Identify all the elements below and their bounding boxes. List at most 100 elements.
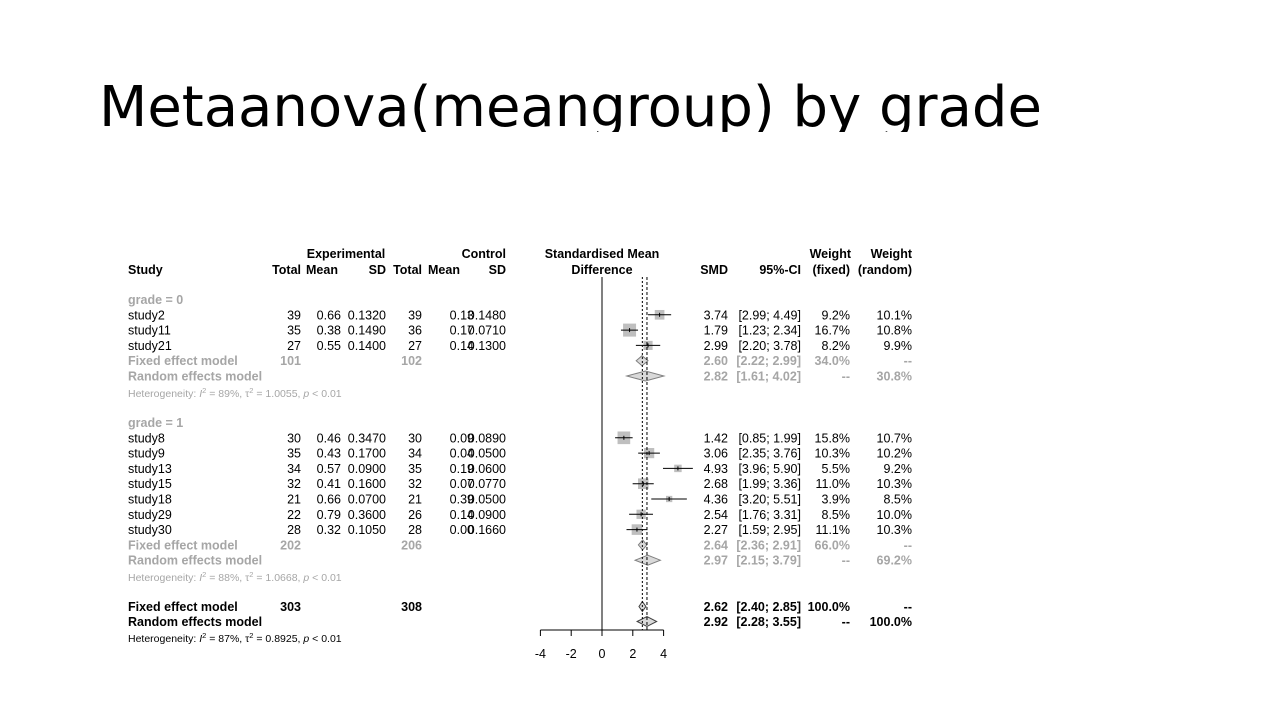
random-model-weight-random: 30.8%	[877, 370, 912, 384]
smd-value: 4.93	[704, 462, 728, 476]
ci-value: [1.99; 3.36]	[738, 477, 801, 491]
n-control: 27	[408, 339, 422, 353]
n-control: 35	[408, 462, 422, 476]
sd-experimental: 0.1490	[348, 324, 386, 338]
fixed-model-label: Fixed effect model	[128, 538, 238, 552]
heterogeneity-text: Heterogeneity: I2 = 89%, τ2 = 1.0055, p …	[128, 385, 342, 400]
mean-experimental: 0.41	[317, 477, 341, 491]
random-model-label: Random effects model	[128, 370, 262, 384]
mean-control: 0.13	[450, 308, 474, 322]
mean-control: 0.39	[450, 493, 474, 507]
smd-value: 4.36	[704, 493, 728, 507]
smd-value: 2.99	[704, 339, 728, 353]
overall-random-model-weight-random: 100.0%	[870, 615, 912, 629]
weight-random: 10.3%	[877, 477, 912, 491]
random-model-ci: [2.15; 3.79]	[736, 554, 801, 568]
overall-fixed-model-weight-random: --	[904, 600, 912, 614]
overall-fixed-model-ci: [2.40; 2.85]	[736, 600, 801, 614]
mean-experimental: 0.66	[317, 493, 341, 507]
fixed-model-n-control: 102	[401, 354, 422, 368]
sd-control: 0.0890	[468, 431, 506, 445]
n-control: 39	[408, 308, 422, 322]
ci-value: [2.99; 4.49]	[738, 308, 801, 322]
study-name: study11	[128, 324, 171, 338]
weight-random: 10.0%	[877, 508, 912, 522]
overall-random-model-ci: [2.28; 3.55]	[736, 615, 801, 629]
subgroup-label: grade = 0	[128, 293, 183, 307]
header-fixed: (fixed)	[813, 263, 851, 277]
n-control: 26	[408, 508, 422, 522]
sd-experimental: 0.1320	[348, 308, 386, 322]
header-weight-fixed: Weight	[810, 247, 852, 261]
mean-experimental: 0.46	[317, 431, 341, 445]
mean-control: 0.14	[450, 508, 474, 522]
fixed-model-diamond	[635, 355, 649, 367]
weight-fixed: 11.1%	[815, 523, 850, 537]
study-name: study18	[128, 493, 172, 507]
fixed-model-smd: 2.60	[704, 354, 728, 368]
ci-value: [1.23; 2.34]	[738, 324, 801, 338]
subgroup-label: grade = 1	[128, 416, 183, 430]
header-weight-random: Weight	[871, 247, 913, 261]
weight-fixed: 10.3%	[815, 447, 850, 461]
fixed-model-label: Fixed effect model	[128, 354, 238, 368]
weight-random: 10.2%	[877, 447, 912, 461]
random-model-label: Random effects model	[128, 554, 262, 568]
fixed-model-ci: [2.36; 2.91]	[736, 538, 801, 552]
sd-control: 0.0500	[468, 493, 506, 507]
header-study: Study	[128, 263, 163, 277]
study-name: study2	[128, 308, 165, 322]
fixed-model-n-control: 206	[401, 538, 422, 552]
header-random: (random)	[858, 263, 912, 277]
n-control: 28	[408, 523, 422, 537]
smd-value: 1.79	[704, 324, 728, 338]
ci-value: [1.59; 2.95]	[738, 523, 801, 537]
header-mean-e: Mean	[306, 263, 338, 277]
sd-control: 0.0600	[468, 462, 506, 476]
n-experimental: 32	[287, 477, 301, 491]
fixed-model-ci: [2.22; 2.99]	[736, 354, 801, 368]
weight-fixed: 8.2%	[822, 339, 851, 353]
sd-control: 0.1300	[468, 339, 506, 353]
sd-control: 0.1480	[468, 308, 506, 322]
sd-experimental: 0.3470	[348, 431, 386, 445]
mean-control: 0.09	[450, 431, 474, 445]
n-experimental: 30	[287, 431, 301, 445]
random-model-ci: [1.61; 4.02]	[736, 370, 801, 384]
weight-fixed: 3.9%	[822, 493, 851, 507]
random-model-weight-fixed: --	[842, 370, 850, 384]
weight-random: 10.8%	[877, 324, 912, 338]
header-smd-line2: Difference	[571, 263, 632, 277]
ci-value: [2.35; 3.76]	[738, 447, 801, 461]
header-mean-c: Mean	[428, 263, 460, 277]
study-name: study9	[128, 447, 165, 461]
sd-control: 0.1660	[468, 523, 506, 537]
x-axis-tick-label: -2	[566, 647, 577, 661]
study-name: study8	[128, 431, 165, 445]
random-model-diamond	[624, 370, 666, 382]
mean-control: 0.04	[450, 447, 474, 461]
fixed-model-smd: 2.64	[704, 538, 728, 552]
heterogeneity-text: Heterogeneity: I2 = 88%, τ2 = 1.0668, p …	[128, 570, 342, 585]
sd-experimental: 0.1700	[348, 447, 386, 461]
x-axis-tick-label: 2	[629, 647, 636, 661]
weight-fixed: 15.8%	[815, 431, 850, 445]
fixed-model-weight-fixed: 66.0%	[815, 538, 850, 552]
mean-experimental: 0.66	[317, 308, 341, 322]
mean-control: 0.14	[450, 339, 474, 353]
header-smd-line1: Standardised Mean	[545, 247, 660, 261]
header-total-e: Total	[272, 263, 301, 277]
mean-control: 0.19	[450, 462, 474, 476]
overall-fixed-model-label: Fixed effect model	[128, 600, 238, 614]
weight-fixed: 9.2%	[822, 308, 851, 322]
fixed-model-n-experimental: 101	[280, 354, 301, 368]
random-model-weight-fixed: --	[842, 554, 850, 568]
ci-value: [3.20; 5.51]	[738, 493, 801, 507]
sd-experimental: 0.1600	[348, 477, 386, 491]
overall-random-model-diamond	[636, 615, 658, 628]
n-control: 30	[408, 431, 422, 445]
n-experimental: 21	[287, 493, 301, 507]
mean-experimental: 0.43	[317, 447, 341, 461]
weight-random: 8.5%	[884, 493, 913, 507]
